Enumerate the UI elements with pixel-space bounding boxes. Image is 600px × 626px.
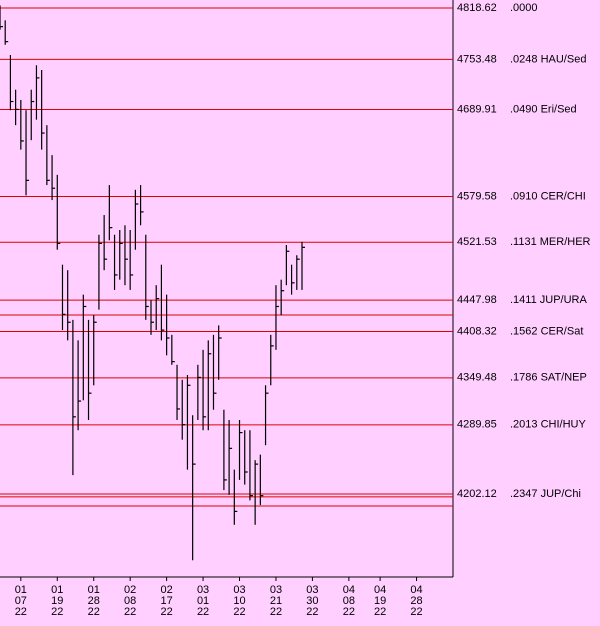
level-price: 4753.48 bbox=[457, 53, 497, 65]
level-price: 4202.12 bbox=[457, 488, 497, 500]
x-tick-label: 02 bbox=[124, 584, 136, 596]
x-tick-label: 03 bbox=[270, 584, 282, 596]
level-price: 4818.62 bbox=[457, 2, 497, 14]
level-label: .1786 SAT/NEP bbox=[510, 372, 587, 384]
level-price: 4349.48 bbox=[457, 372, 497, 384]
x-tick-label: 08 bbox=[343, 595, 355, 607]
level-label: .0248 HAU/Sed bbox=[510, 53, 586, 65]
x-tick-label: 30 bbox=[306, 595, 318, 607]
x-tick-label: 22 bbox=[374, 606, 386, 618]
x-tick-label: 22 bbox=[124, 606, 136, 618]
x-tick-label: 22 bbox=[197, 606, 209, 618]
x-tick-label: 22 bbox=[15, 606, 27, 618]
level-price: 4521.53 bbox=[457, 236, 497, 248]
level-label: .1131 MER/HER bbox=[510, 236, 591, 248]
level-label: .2013 CHI/HUY bbox=[510, 419, 586, 431]
x-tick-label: 22 bbox=[160, 606, 172, 618]
level-price: 4579.58 bbox=[457, 190, 497, 202]
x-tick-label: 19 bbox=[374, 595, 386, 607]
level-label: .0490 Eri/Sed bbox=[510, 103, 577, 115]
level-label: .0000 bbox=[510, 2, 538, 14]
x-tick-label: 04 bbox=[374, 584, 386, 596]
x-tick-label: 01 bbox=[197, 595, 209, 607]
x-tick-label: 03 bbox=[233, 584, 245, 596]
level-label: .1411 JUP/URA bbox=[510, 294, 587, 306]
x-tick-label: 08 bbox=[124, 595, 136, 607]
x-tick-label: 02 bbox=[160, 584, 172, 596]
x-tick-label: 22 bbox=[343, 606, 355, 618]
x-tick-label: 22 bbox=[306, 606, 318, 618]
level-price: 4689.91 bbox=[457, 103, 497, 115]
level-price: 4408.32 bbox=[457, 325, 497, 337]
x-tick-label: 03 bbox=[197, 584, 209, 596]
x-tick-label: 01 bbox=[51, 584, 63, 596]
x-tick-label: 22 bbox=[51, 606, 63, 618]
x-tick-label: 07 bbox=[15, 595, 27, 607]
x-tick-label: 28 bbox=[410, 595, 422, 607]
x-tick-label: 04 bbox=[343, 584, 355, 596]
x-tick-label: 03 bbox=[306, 584, 318, 596]
x-tick-label: 01 bbox=[88, 584, 100, 596]
x-tick-label: 19 bbox=[51, 595, 63, 607]
x-tick-label: 04 bbox=[410, 584, 422, 596]
x-tick-label: 22 bbox=[410, 606, 422, 618]
x-tick-label: 17 bbox=[160, 595, 172, 607]
level-label: .0910 CER/CHI bbox=[510, 190, 586, 202]
level-price: 4447.98 bbox=[457, 294, 497, 306]
x-tick-label: 10 bbox=[233, 595, 245, 607]
x-tick-label: 01 bbox=[15, 584, 27, 596]
level-label: .2347 JUP/Chi bbox=[510, 488, 581, 500]
x-tick-label: 22 bbox=[270, 606, 282, 618]
x-tick-label: 21 bbox=[270, 595, 282, 607]
x-tick-label: 28 bbox=[88, 595, 100, 607]
x-tick-label: 22 bbox=[233, 606, 245, 618]
level-label: .1562 CER/Sat bbox=[510, 325, 583, 337]
level-price: 4289.85 bbox=[457, 419, 497, 431]
x-tick-label: 22 bbox=[88, 606, 100, 618]
